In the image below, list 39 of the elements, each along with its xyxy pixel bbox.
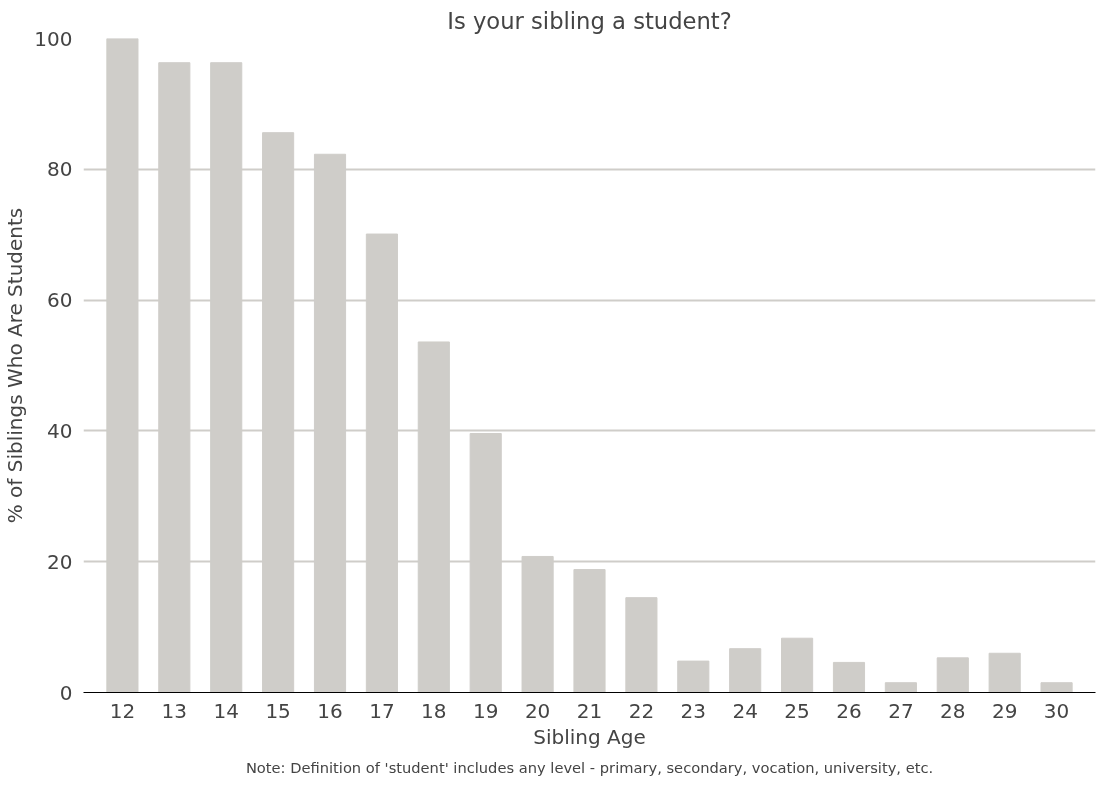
y-tick-label: 20 [47,549,73,574]
bar [781,637,814,693]
y-tick-label: 40 [47,418,73,443]
x-tick-label: 23 [680,698,707,723]
x-tick-label: 17 [369,698,395,723]
bar [832,661,866,693]
x-tick-label: 15 [265,698,291,723]
x-tick-label: 30 [1043,698,1070,723]
x-tick-label: 19 [472,698,499,723]
bar [884,682,917,693]
y-axis-title: % of Siblings Who Are Students [3,207,28,524]
x-tick-label: 14 [213,698,239,723]
x-tick-label: 20 [524,698,551,723]
x-tick-label: 25 [784,698,810,723]
x-tick-label: 28 [940,698,966,723]
bar [1040,682,1073,693]
x-tick-label: 27 [888,698,914,723]
x-tick-label: 22 [628,698,655,723]
x-tick-label: 21 [576,698,603,723]
bar [729,648,762,693]
bar [625,597,658,693]
x-tick-label: 24 [732,698,758,723]
y-tick-label: 60 [47,288,73,313]
y-tick-label: 100 [34,26,73,51]
x-tick-label: 26 [836,698,862,723]
x-tick-label: 13 [161,698,188,723]
x-tick-label: 18 [421,698,447,723]
x-tick-label: 16 [317,698,343,723]
bar [573,569,606,693]
x-tick-label: 29 [991,698,1018,723]
x-axis-title: Sibling Age [533,724,646,749]
y-tick-label: 80 [47,157,73,182]
y-tick-label: 0 [59,680,73,705]
bar [936,657,969,693]
x-tick-label: 12 [109,698,136,723]
text: Note: Definition of 'student' includes any level - primary, secondary, vocation, university, etc. [245,758,934,776]
bar [988,652,1021,693]
chart-title: Is your sibling a student? [447,7,732,34]
bar [677,660,710,693]
